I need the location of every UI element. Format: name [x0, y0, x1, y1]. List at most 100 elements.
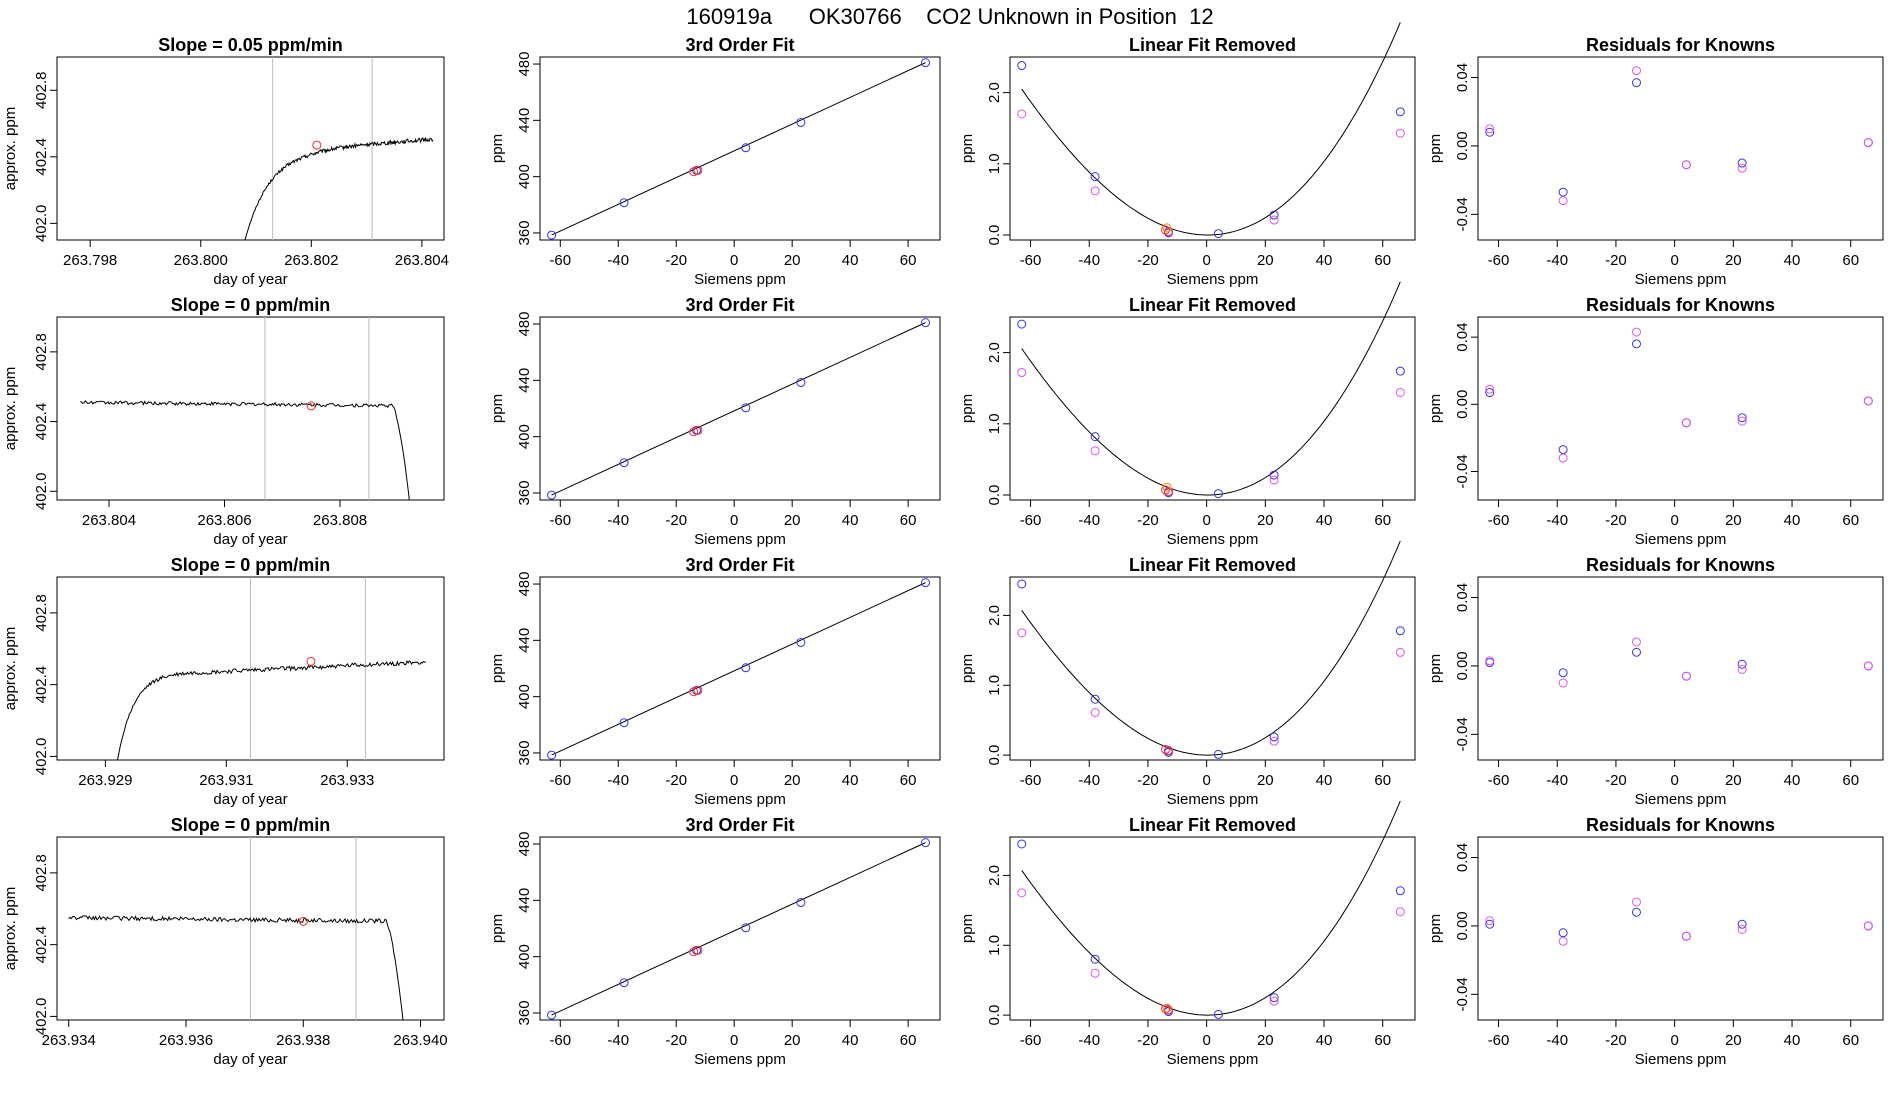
- data-point: [1631, 907, 1641, 917]
- x-tick-label: 263.808: [313, 512, 367, 529]
- data-point: [921, 578, 931, 588]
- data-point: [796, 637, 806, 647]
- x-tick-label: -20: [1605, 1032, 1627, 1049]
- x-tick-label: 20: [1725, 1032, 1742, 1049]
- y-axis-label: ppm: [489, 914, 506, 943]
- data-point: [1090, 186, 1100, 196]
- data-point: [1090, 954, 1100, 964]
- data-point: [1213, 1009, 1223, 1019]
- data-point: [1631, 327, 1641, 337]
- data-point: [1737, 413, 1747, 423]
- y-tick-label: 0.04: [1454, 63, 1471, 92]
- y-tick-label: 0.04: [1454, 843, 1471, 872]
- y-axis-label: ppm: [959, 654, 976, 683]
- series-line: [80, 400, 410, 501]
- y-tick-label: 0.0: [986, 485, 1003, 506]
- plot-frame: [1477, 576, 1884, 761]
- x-tick-label: 263.938: [276, 1032, 330, 1049]
- x-tick-label: 20: [1257, 1032, 1274, 1049]
- y-tick-label: 440: [516, 368, 533, 393]
- data-point: [1631, 339, 1641, 349]
- y-axis-label: ppm: [489, 654, 506, 683]
- data-point: [306, 401, 316, 411]
- x-tick-label: 40: [1316, 252, 1333, 269]
- data-point: [1090, 432, 1100, 442]
- data-point: [1737, 158, 1747, 168]
- x-tick-label: -40: [1546, 772, 1568, 789]
- data-point: [1681, 418, 1691, 428]
- y-tick-label: 400: [516, 944, 533, 969]
- y-tick-label: 480: [516, 312, 533, 337]
- data-point: [1269, 993, 1279, 1003]
- chart-time-3: Slope = 0 ppm/min 263.929 263.931 263.933 40…: [2, 555, 445, 808]
- panel-title: Slope = 0.05 ppm/min: [158, 35, 343, 55]
- x-tick-label: 0: [1670, 252, 1678, 269]
- data-point: [1213, 489, 1223, 499]
- data-point: [1485, 127, 1495, 137]
- x-tick-label: 20: [1725, 252, 1742, 269]
- x-tick-label: 0: [730, 512, 738, 529]
- x-tick-label: -60: [1020, 252, 1042, 269]
- data-point: [547, 750, 557, 760]
- panel-title: Slope = 0 ppm/min: [171, 295, 331, 315]
- x-tick-label: 0: [730, 252, 738, 269]
- x-tick-label: 20: [784, 252, 801, 269]
- x-tick-label: 263.806: [197, 512, 251, 529]
- x-axis-label: day of year: [213, 1051, 287, 1068]
- data-point: [1631, 637, 1641, 647]
- x-tick-label: 263.798: [63, 252, 117, 269]
- data-point: [1485, 919, 1495, 929]
- x-tick-label: -40: [607, 252, 629, 269]
- x-tick-label: 20: [784, 772, 801, 789]
- chart-res-2: Residuals for Knowns -60 -40 -20 0 20 40 60 -0.0…: [1427, 295, 1884, 548]
- fit-line: [551, 582, 926, 756]
- chart-time-4: Slope = 0 ppm/min 263.934 263.936 263.938 26…: [2, 815, 448, 1068]
- y-tick-label: 400: [516, 424, 533, 449]
- y-tick-label: 2.0: [986, 82, 1003, 103]
- figure-title-label: CO2 Unknown in Position 12: [926, 4, 1214, 29]
- x-axis-label: Siemens ppm: [1167, 271, 1259, 288]
- x-tick-label: -40: [1546, 1032, 1568, 1049]
- x-axis-label: Siemens ppm: [694, 271, 786, 288]
- y-tick-label: 0.00: [1454, 390, 1471, 419]
- data-point: [693, 165, 703, 175]
- x-tick-label: 40: [842, 512, 859, 529]
- data-point: [1395, 626, 1405, 636]
- data-point: [619, 198, 629, 208]
- data-point: [1558, 668, 1568, 678]
- x-tick-label: 20: [1257, 512, 1274, 529]
- data-point: [1737, 919, 1747, 929]
- y-tick-label: 2.0: [986, 605, 1003, 626]
- x-tick-label: 263.929: [78, 772, 132, 789]
- y-tick-label: 402.8: [33, 71, 50, 109]
- data-point: [1681, 671, 1691, 681]
- fit-line: [551, 322, 926, 496]
- data-point: [1558, 196, 1568, 206]
- x-tick-label: -60: [1020, 772, 1042, 789]
- y-tick-label: 2.0: [986, 342, 1003, 363]
- x-tick-label: 40: [1784, 772, 1801, 789]
- x-axis-label: Siemens ppm: [1635, 1051, 1727, 1068]
- y-tick-label: 0.04: [1454, 583, 1471, 612]
- x-axis-label: Siemens ppm: [1635, 791, 1727, 808]
- plot-frame: [539, 316, 941, 501]
- data-point: [298, 916, 308, 926]
- fit-curve: [1021, 22, 1401, 236]
- y-tick-label: 1.0: [986, 675, 1003, 696]
- chart-fit-1: 3rd Order Fit -60 -40 -20 0 20 40 60 360 400 440 48…: [489, 35, 941, 288]
- data-point: [1017, 368, 1027, 378]
- x-tick-label: 263.933: [320, 772, 374, 789]
- x-axis-label: day of year: [213, 791, 287, 808]
- data-point: [619, 718, 629, 728]
- x-tick-label: 20: [1725, 772, 1742, 789]
- plot-frame: [539, 576, 941, 761]
- chart-fit-2: 3rd Order Fit -60 -40 -20 0 20 40 60 360 400 440 48…: [489, 295, 941, 548]
- data-point: [796, 117, 806, 127]
- data-point: [1269, 215, 1279, 225]
- y-axis-label: ppm: [1427, 134, 1444, 163]
- x-axis-label: Siemens ppm: [1167, 791, 1259, 808]
- x-tick-label: -60: [549, 772, 571, 789]
- data-point: [1269, 470, 1279, 480]
- chart-lin-3: Linear Fit Removed -60 -40 -20 0 20 40 60 0.0 1.0…: [959, 540, 1416, 808]
